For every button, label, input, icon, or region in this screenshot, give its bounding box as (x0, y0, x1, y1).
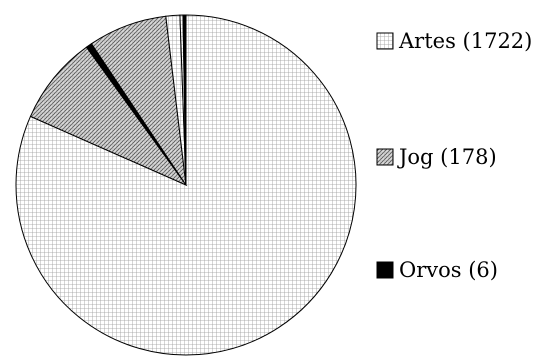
pie-slices (15, 14, 357, 356)
pie-slice-2 (29, 46, 188, 187)
legend-swatch-1 (376, 32, 394, 50)
legend-label-2: Jog (178) (397, 145, 497, 169)
legend-swatch-2 (376, 148, 394, 166)
pie-slice-7 (182, 14, 187, 186)
legend-swatch-3 (376, 261, 394, 279)
legend-label-1: Artes (1722) (398, 29, 532, 53)
legend-label-3: Orvos (6) (399, 258, 498, 282)
legend: Artes (1722) Jog (178) Orvos (6) (376, 29, 532, 282)
